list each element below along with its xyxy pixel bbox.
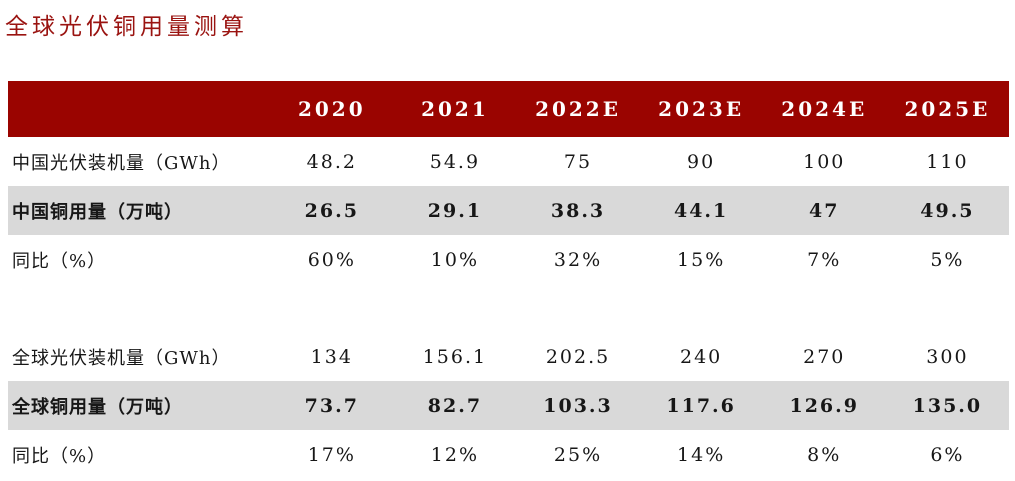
cell-value: 32% [553,248,603,271]
cell-value: 240 [680,345,723,368]
cell-value: 270 [803,345,846,368]
table-row-global-copper-usage: 全球铜用量（万吨） 73.7 82.7 103.3 117.6 126.9 13… [8,381,1009,430]
column-header-blank [8,81,271,137]
cell-value: 90 [687,150,716,173]
cell-value: 75 [563,150,593,173]
cell-value: 134 [310,345,353,368]
row-label: 同比（%） [12,445,107,467]
cell-value: 14% [677,443,726,466]
cell-value: 7% [807,248,842,271]
row-label: 全球铜用量（万吨） [8,381,271,430]
row-label: 中国光伏装机量（GWh） [12,152,231,174]
column-header-2022e: 2022E [516,81,640,137]
row-label: 全球光伏装机量（GWh） [12,347,231,369]
cell-value: 135.0 [885,381,1009,430]
copper-usage-table: 2020 2021 2022E 2023E 2024E 2025E 中国光伏装机… [8,81,1009,479]
cell-value: 49.5 [885,186,1009,235]
cell-value: 12% [430,443,480,466]
cell-value: 202.5 [545,345,611,368]
table-row-global-yoy: 同比（%） 17% 12% 25% 14% 8% 6% [8,430,1009,479]
table-row-china-copper-usage: 中国铜用量（万吨） 26.5 29.1 38.3 44.1 47 49.5 [8,186,1009,235]
table-header: 2020 2021 2022E 2023E 2024E 2025E [8,81,1009,137]
cell-value: 44.1 [639,186,763,235]
row-label: 同比（%） [12,250,107,272]
column-header-2024e: 2024E [762,81,886,137]
cell-value: 8% [807,443,842,466]
row-label: 中国铜用量（万吨） [8,186,271,235]
table-row-china-yoy: 同比（%） 60% 10% 32% 15% 7% 5% [8,235,1009,284]
cell-value: 60% [307,248,356,271]
cell-value: 6% [930,443,965,466]
cell-value: 15% [677,248,726,271]
cell-value: 156.1 [422,345,488,368]
cell-value: 117.6 [639,381,763,430]
cell-value: 73.7 [270,381,394,430]
cell-value: 126.9 [762,381,886,430]
column-header-2020: 2020 [270,81,394,137]
table-row-spacer [8,284,1009,332]
column-header-2025e: 2025E [885,81,1009,137]
spacer-cell [8,284,1009,332]
table-row-global-pv-installed: 全球光伏装机量（GWh） 134 156.1 202.5 240 270 300 [8,332,1009,381]
cell-value: 26.5 [270,186,394,235]
table-row-china-pv-installed: 中国光伏装机量（GWh） 48.2 54.9 75 90 100 110 [8,137,1009,186]
cell-value: 38.3 [516,186,640,235]
cell-value: 25% [553,443,603,466]
cell-value: 10% [430,248,480,271]
cell-value: 300 [926,345,969,368]
cell-value: 47 [762,186,886,235]
column-header-2021: 2021 [393,81,517,137]
page-title: 全球光伏铜用量测算 [5,14,248,40]
cell-value: 100 [803,150,846,173]
cell-value: 82.7 [393,381,517,430]
cell-value: 110 [926,150,969,173]
cell-value: 48.2 [306,150,357,173]
cell-value: 29.1 [393,186,517,235]
cell-value: 54.9 [429,150,481,173]
column-header-2023e: 2023E [639,81,763,137]
cell-value: 17% [307,443,356,466]
cell-value: 5% [930,248,965,271]
header-row: 2020 2021 2022E 2023E 2024E 2025E [8,81,1009,137]
cell-value: 103.3 [516,381,640,430]
